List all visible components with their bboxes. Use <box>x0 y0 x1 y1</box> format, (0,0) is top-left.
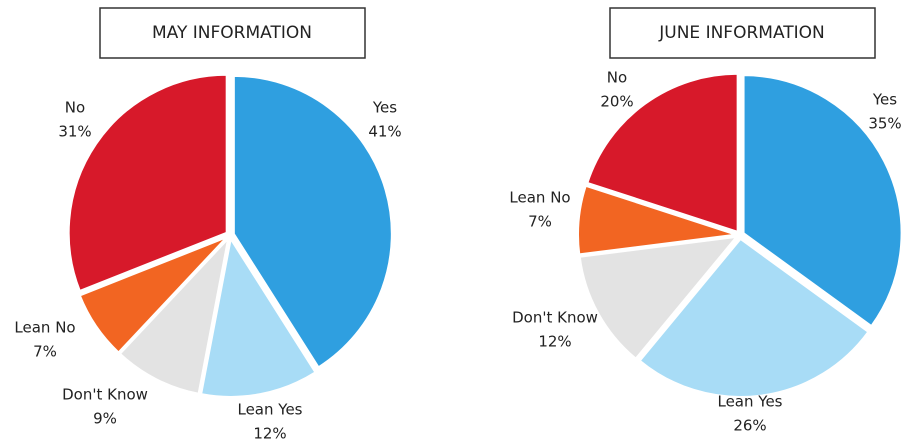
slice-label: Yes <box>872 91 897 109</box>
slice-value-label: 12% <box>253 425 286 443</box>
title-box <box>609 7 876 59</box>
slice-label: No <box>65 99 85 117</box>
pie-slice <box>67 73 228 293</box>
chart-title: MAY INFORMATION <box>152 23 312 43</box>
slice-value-label: 35% <box>868 115 901 133</box>
slice-label: Lean Yes <box>717 393 782 411</box>
slice-value-label: 20% <box>600 93 633 111</box>
slice-value-label: 26% <box>733 417 766 435</box>
slice-value-label: 7% <box>33 343 57 361</box>
slice-value-label: 12% <box>538 333 571 351</box>
slice-label: Don't Know <box>62 386 148 404</box>
slice-value-label: 9% <box>93 410 117 428</box>
slice-value-label: 7% <box>528 213 552 231</box>
slice-label: Lean Yes <box>237 401 302 419</box>
pie-slice <box>578 235 739 361</box>
title-box <box>99 7 366 59</box>
slice-value-label: 41% <box>368 123 401 141</box>
pie-slice <box>78 236 228 354</box>
pie-slice <box>742 74 903 328</box>
slice-label: Lean No <box>14 319 75 337</box>
pie-slice <box>199 236 317 398</box>
slice-label: Yes <box>372 99 397 117</box>
pie-slice <box>577 184 737 256</box>
pie-slice <box>118 235 230 395</box>
pie-slice <box>232 74 393 369</box>
slice-label: Don't Know <box>512 309 598 327</box>
slice-label: No <box>607 69 627 87</box>
chart-title: JUNE INFORMATION <box>658 23 825 43</box>
pie-slice <box>638 237 870 398</box>
pie-slice <box>586 72 739 234</box>
slice-label: Lean No <box>509 189 570 207</box>
slice-value-label: 31% <box>58 123 91 141</box>
